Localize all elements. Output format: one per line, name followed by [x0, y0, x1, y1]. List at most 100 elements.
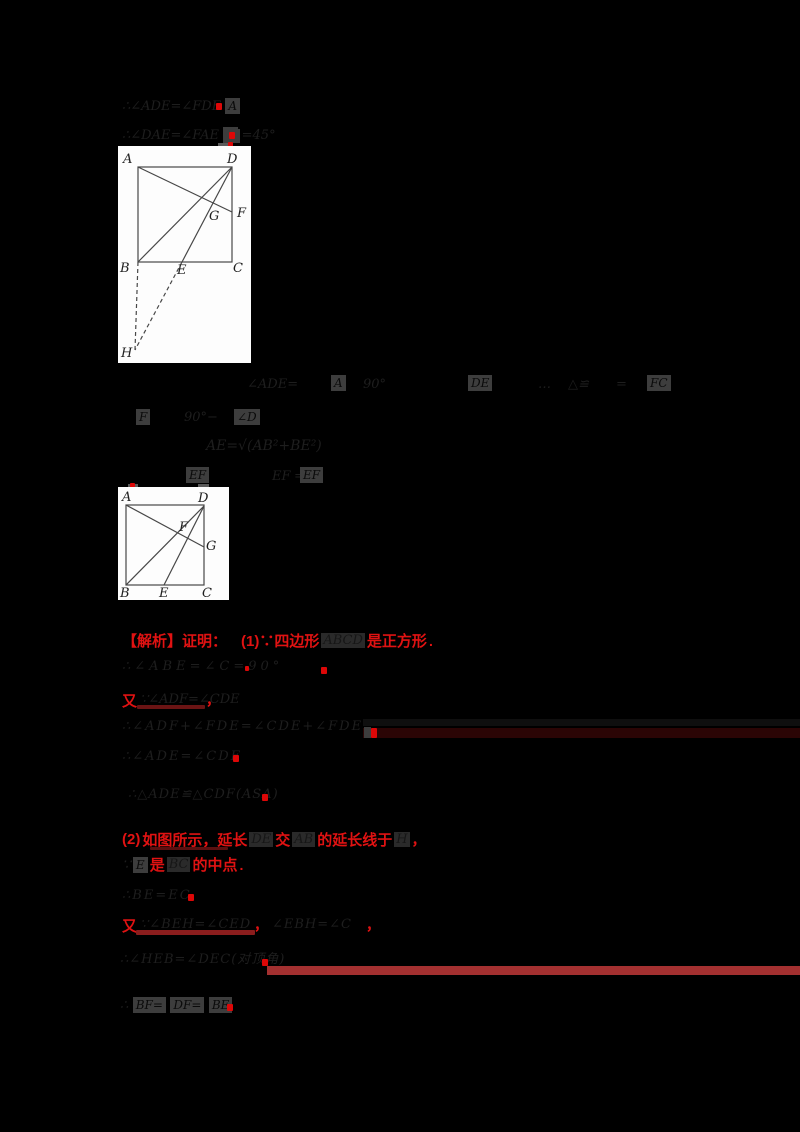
label-E: E	[158, 586, 169, 600]
red-period-glyph: .	[239, 856, 244, 873]
again-char: 又	[122, 918, 138, 935]
figure2-top-tab	[198, 484, 209, 489]
line-AF	[137, 166, 233, 213]
red-comma: ，	[366, 917, 380, 933]
red-period	[216, 103, 222, 110]
label-D: D	[197, 491, 209, 506]
red-period-glyph: .	[428, 632, 433, 649]
formula-token: EF	[272, 469, 291, 484]
red-period	[371, 728, 377, 738]
midpoint-line: ∵ E 是 BC 的中点 .	[122, 854, 243, 875]
proof-line: ∵∠BEH=∠CED	[140, 917, 252, 932]
formula-token: ∵	[122, 856, 131, 873]
formula-chip: DE	[468, 375, 493, 391]
proof-step: 交	[275, 832, 291, 849]
figure2-geometry-diagram: A D B E C F G	[118, 487, 229, 601]
formula-token: =	[616, 377, 627, 392]
proof-step: 如图所示，延长	[142, 832, 248, 849]
red-period	[262, 959, 268, 966]
red-period	[229, 132, 235, 139]
formula-token: BC	[166, 857, 191, 872]
formula-chip: BE	[208, 997, 233, 1013]
line-DE	[163, 505, 205, 586]
square-ABCD	[125, 504, 205, 586]
formula-line-1: ∴∠ADE=∠FDE A	[122, 98, 240, 114]
analysis-label: 【解析】证明：	[122, 633, 228, 650]
label-E: E	[176, 263, 187, 278]
proof-step: 是	[149, 857, 165, 874]
label-G: G	[209, 209, 219, 224]
line-AG	[125, 504, 205, 548]
formula-token: 90°−	[184, 410, 218, 425]
proof-line: ∴∠ADF+∠FDE=∠CDE+∠FDE	[122, 719, 364, 734]
formula-text: =45°	[241, 128, 276, 143]
near-black-band	[363, 719, 800, 726]
formula-chip: FC	[647, 375, 671, 391]
dark-red-band	[363, 728, 800, 738]
dashed-line-EH	[134, 261, 183, 351]
red-underline	[137, 705, 205, 709]
square-ABCD	[137, 166, 233, 263]
red-period	[228, 142, 233, 148]
line-BD	[125, 505, 205, 586]
red-period	[227, 1004, 233, 1011]
again-char: 又	[122, 693, 138, 710]
label-C: C	[202, 586, 212, 600]
formula-chip: F	[136, 409, 151, 425]
proof-line: ∵∠ADF=∠CDE	[140, 692, 240, 707]
formula-chip: E	[132, 856, 148, 873]
line-DE	[181, 166, 233, 263]
proof-line: ∠EBH=∠C	[272, 917, 353, 932]
formula-token: H	[394, 832, 410, 847]
red-comma: ，	[411, 831, 426, 848]
formula-chip: BF=	[132, 997, 166, 1013]
proof-line: ∴△ADE≌△CDF(ASA)	[128, 787, 279, 802]
formula-chip: A	[331, 375, 346, 391]
formula-token: ∠ADE=	[247, 377, 299, 392]
formula-token: DE	[249, 832, 274, 847]
label-A: A	[121, 490, 131, 505]
proof-step: 的延长线于	[317, 832, 393, 849]
label-C: C	[233, 261, 243, 276]
label-F: F	[178, 520, 189, 535]
red-comma: ，	[254, 917, 268, 933]
part2-heading: (2) 如图所示，延长 DE 交 AB 的延长线于 H ，	[122, 829, 426, 850]
formula-chip: DF=	[170, 997, 205, 1013]
figure1-geometry-diagram: A D B C E F G H	[118, 146, 251, 363]
red-period	[130, 483, 135, 488]
red-period	[188, 894, 194, 901]
solution-heading: 【解析】证明： (1)∵四边形 ABCD 是正方形 .	[122, 630, 433, 651]
red-underline	[136, 930, 255, 935]
formula-token: =	[294, 469, 305, 484]
label-G: G	[206, 539, 216, 554]
proof-line: ∴∠ABE=∠C=90°	[122, 659, 284, 674]
red-period	[233, 755, 239, 762]
formula-chip: A	[225, 98, 240, 114]
dark-red-underline	[150, 847, 228, 850]
dashed-line-BH	[134, 261, 139, 351]
figure1-svg: A D B C E F G H	[119, 152, 247, 361]
bright-red-band	[267, 966, 800, 975]
proof-step: 的中点	[192, 857, 238, 874]
label-A: A	[122, 152, 132, 167]
proof-step: 是正方形	[366, 633, 427, 650]
proof-line: ∴∠ADE=∠CDF	[122, 749, 242, 764]
proof-line: ∴BE=EC	[122, 888, 192, 903]
proof-line: ∴ BF= DF= BE	[120, 996, 233, 1014]
formula-chip: ∠D	[234, 409, 260, 425]
formula-token: △≌	[568, 377, 589, 392]
red-comma: ，	[206, 692, 220, 708]
formula-token: 90°	[363, 377, 387, 392]
proof-step: (1)∵四边形	[241, 633, 320, 650]
label-B: B	[119, 261, 130, 276]
line-BD	[137, 166, 233, 263]
formula-chip: EF	[300, 467, 324, 483]
proof-line: ∴∠HEB=∠DEC(对顶角)	[120, 952, 286, 967]
red-mark	[245, 666, 249, 671]
formula-token: ABCD	[321, 633, 365, 648]
label-D: D	[226, 152, 238, 167]
red-period	[262, 794, 268, 801]
formula-token: AB	[292, 832, 316, 847]
formula-chip	[364, 727, 371, 738]
